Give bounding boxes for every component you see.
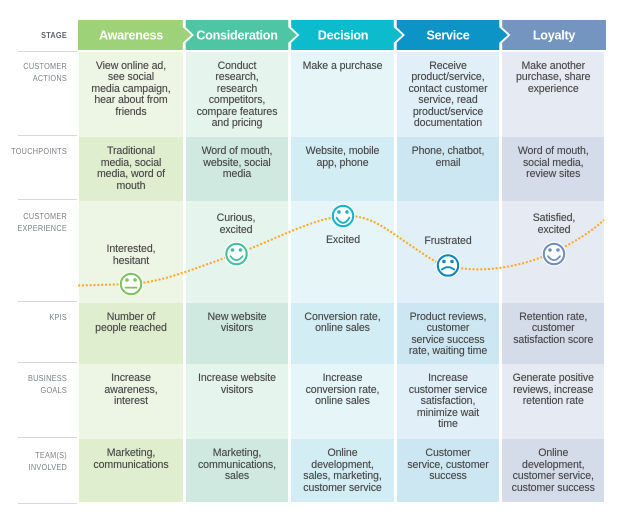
svg-text:Awareness: Awareness xyxy=(99,29,163,43)
svg-text:Consideration: Consideration xyxy=(196,29,277,43)
svg-text:Service: Service xyxy=(426,29,469,43)
svg-text:Loyalty: Loyalty xyxy=(533,29,576,43)
svg-text:Decision: Decision xyxy=(318,29,369,43)
